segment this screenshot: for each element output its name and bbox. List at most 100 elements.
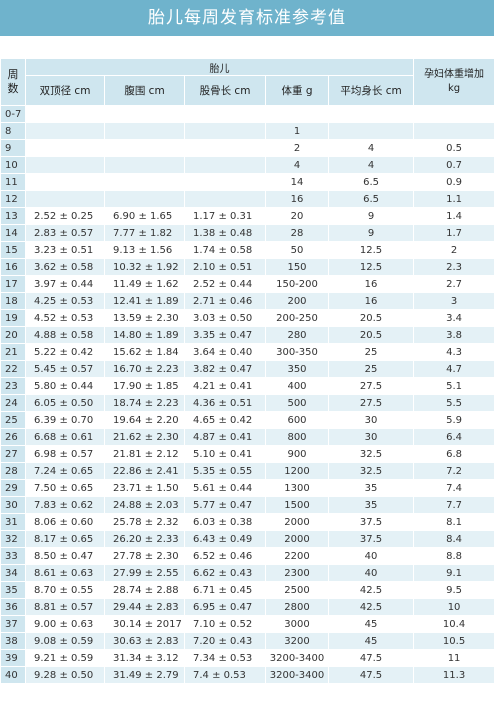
mother-gain-cell: 8.1 — [413, 513, 494, 531]
fl-cell: 3.82 ± 0.47 — [184, 360, 266, 378]
table-row: 40 9.28 ± 0.50 31.49 ± 2.79 7.4 ± 0.53 3200-… — [0, 666, 494, 684]
length-cell: 12.5 — [327, 241, 415, 259]
ac-cell: 6.90 ± 1.65 — [104, 207, 185, 225]
length-cell: 27.5 — [327, 377, 415, 395]
length-cell: 9 — [327, 207, 415, 225]
fl-cell: 6.52 ± 0.46 — [184, 547, 266, 565]
weight-cell: 1300 — [265, 479, 329, 497]
weight-cell: 300-350 — [265, 343, 329, 361]
bpd-cell: 8.61 ± 0.63 — [25, 564, 105, 582]
weight-cell: 2800 — [265, 598, 329, 616]
ac-cell: 27.78 ± 2.30 — [104, 547, 185, 565]
bpd-cell — [25, 105, 105, 123]
length-cell: 35 — [327, 496, 415, 514]
table-row: 16 3.62 ± 0.58 10.32 ± 1.92 2.10 ± 0.51 150 1… — [0, 258, 494, 276]
bpd-cell — [25, 190, 105, 208]
length-cell: 4 — [327, 156, 415, 174]
fl-cell: 5.77 ± 0.47 — [184, 496, 266, 514]
table-row: 32 8.17 ± 0.65 26.20 ± 2.33 6.43 ± 0.49 2000… — [0, 530, 494, 548]
table-row: 9 2 4 0.5 — [0, 139, 494, 157]
fetus-group-header: 胎儿 — [24, 58, 415, 76]
ac-cell: 28.74 ± 2.88 — [104, 581, 185, 599]
weight-cell: 2500 — [265, 581, 329, 599]
fl-cell: 4.36 ± 0.51 — [184, 394, 266, 412]
bpd-cell: 7.24 ± 0.65 — [25, 462, 105, 480]
week-cell: 9 — [0, 139, 26, 157]
week-cell: 0-7 — [0, 105, 26, 123]
week-cell: 26 — [0, 428, 26, 446]
weight-cell: 1200 — [265, 462, 329, 480]
ac-cell: 22.86 ± 2.41 — [104, 462, 185, 480]
week-cell: 21 — [0, 343, 26, 361]
week-cell: 27 — [0, 445, 26, 463]
fl-cell: 6.95 ± 0.47 — [184, 598, 266, 616]
table-row: 23 5.80 ± 0.44 17.90 ± 1.85 4.21 ± 0.41 400 2… — [0, 377, 494, 395]
table-row: 21 5.22 ± 0.42 15.62 ± 1.84 3.64 ± 0.40 300-… — [0, 343, 494, 361]
length-cell — [327, 122, 415, 140]
week-cell: 30 — [0, 496, 26, 514]
bpd-cell: 8.81 ± 0.57 — [25, 598, 105, 616]
bpd-cell: 3.23 ± 0.51 — [25, 241, 105, 259]
mother-gain-cell: 2 — [413, 241, 494, 259]
bpd-cell: 4.52 ± 0.53 — [25, 309, 105, 327]
table-row: 12 16 6.5 1.1 — [0, 190, 494, 208]
week-cell: 40 — [0, 666, 26, 684]
week-cell: 8 — [0, 122, 26, 140]
mother-gain-cell: 0.7 — [413, 156, 494, 174]
weight-cell: 800 — [265, 428, 329, 446]
length-cell: 30 — [327, 411, 415, 429]
week-cell: 36 — [0, 598, 26, 616]
week-cell: 39 — [0, 649, 26, 667]
mother-gain-cell: 0.9 — [413, 173, 494, 191]
week-cell: 14 — [0, 224, 26, 242]
fl-cell — [184, 156, 266, 174]
weight-cell: 400 — [265, 377, 329, 395]
weight-cell: 150 — [265, 258, 329, 276]
length-cell: 42.5 — [327, 598, 415, 616]
fl-cell: 4.21 ± 0.41 — [184, 377, 266, 395]
mother-gain-cell: 5.1 — [413, 377, 494, 395]
length-cell: 16 — [327, 292, 415, 310]
ac-cell: 21.81 ± 2.12 — [104, 445, 185, 463]
fl-cell — [184, 173, 266, 191]
fl-cell: 7.20 ± 0.43 — [184, 632, 266, 650]
length-cell: 20.5 — [327, 326, 415, 344]
ac-cell: 24.88 ± 2.03 — [104, 496, 185, 514]
bpd-cell: 9.00 ± 0.63 — [25, 615, 105, 633]
weight-cell: 2000 — [265, 530, 329, 548]
mother-gain-cell: 7.7 — [413, 496, 494, 514]
weight-cell: 3200 — [265, 632, 329, 650]
table-row: 20 4.88 ± 0.58 14.80 ± 1.89 3.35 ± 0.47 280 2… — [0, 326, 494, 344]
length-cell: 27.5 — [327, 394, 415, 412]
length-cell: 37.5 — [327, 513, 415, 531]
table-row: 24 6.05 ± 0.50 18.74 ± 2.23 4.36 ± 0.51 500 2… — [0, 394, 494, 412]
table-row: 33 8.50 ± 0.47 27.78 ± 2.30 6.52 ± 0.46 2200… — [0, 547, 494, 565]
ac-cell: 30.63 ± 2.83 — [104, 632, 185, 650]
bpd-cell: 2.83 ± 0.57 — [25, 224, 105, 242]
table-row: 30 7.83 ± 0.62 24.88 ± 2.03 5.77 ± 0.47 1500… — [0, 496, 494, 514]
length-cell: 37.5 — [327, 530, 415, 548]
weight-cell: 28 — [265, 224, 329, 242]
week-cell: 17 — [0, 275, 26, 293]
mother-gain-cell: 6.4 — [413, 428, 494, 446]
length-header: 平均身长 cm — [327, 75, 415, 106]
weight-cell: 20 — [265, 207, 329, 225]
weight-cell: 900 — [265, 445, 329, 463]
bpd-cell: 6.39 ± 0.70 — [25, 411, 105, 429]
table-row: 0-7 — [0, 105, 494, 123]
weight-cell: 500 — [265, 394, 329, 412]
length-cell: 16 — [327, 275, 415, 293]
ac-cell — [104, 156, 185, 174]
length-cell: 45 — [327, 615, 415, 633]
week-cell: 24 — [0, 394, 26, 412]
fl-cell: 1.38 ± 0.48 — [184, 224, 266, 242]
mother-gain-cell: 3.4 — [413, 309, 494, 327]
week-cell: 25 — [0, 411, 26, 429]
length-cell: 25 — [327, 343, 415, 361]
header-row-group: 周数 胎儿 孕妇体重增加 kg — [0, 58, 494, 106]
ac-header: 腹围 cm — [104, 75, 185, 106]
ac-cell: 31.49 ± 2.79 — [104, 666, 185, 684]
table-row: 13 2.52 ± 0.25 6.90 ± 1.65 1.17 ± 0.31 20 9 1.… — [0, 207, 494, 225]
length-cell: 32.5 — [327, 445, 415, 463]
week-cell: 35 — [0, 581, 26, 599]
